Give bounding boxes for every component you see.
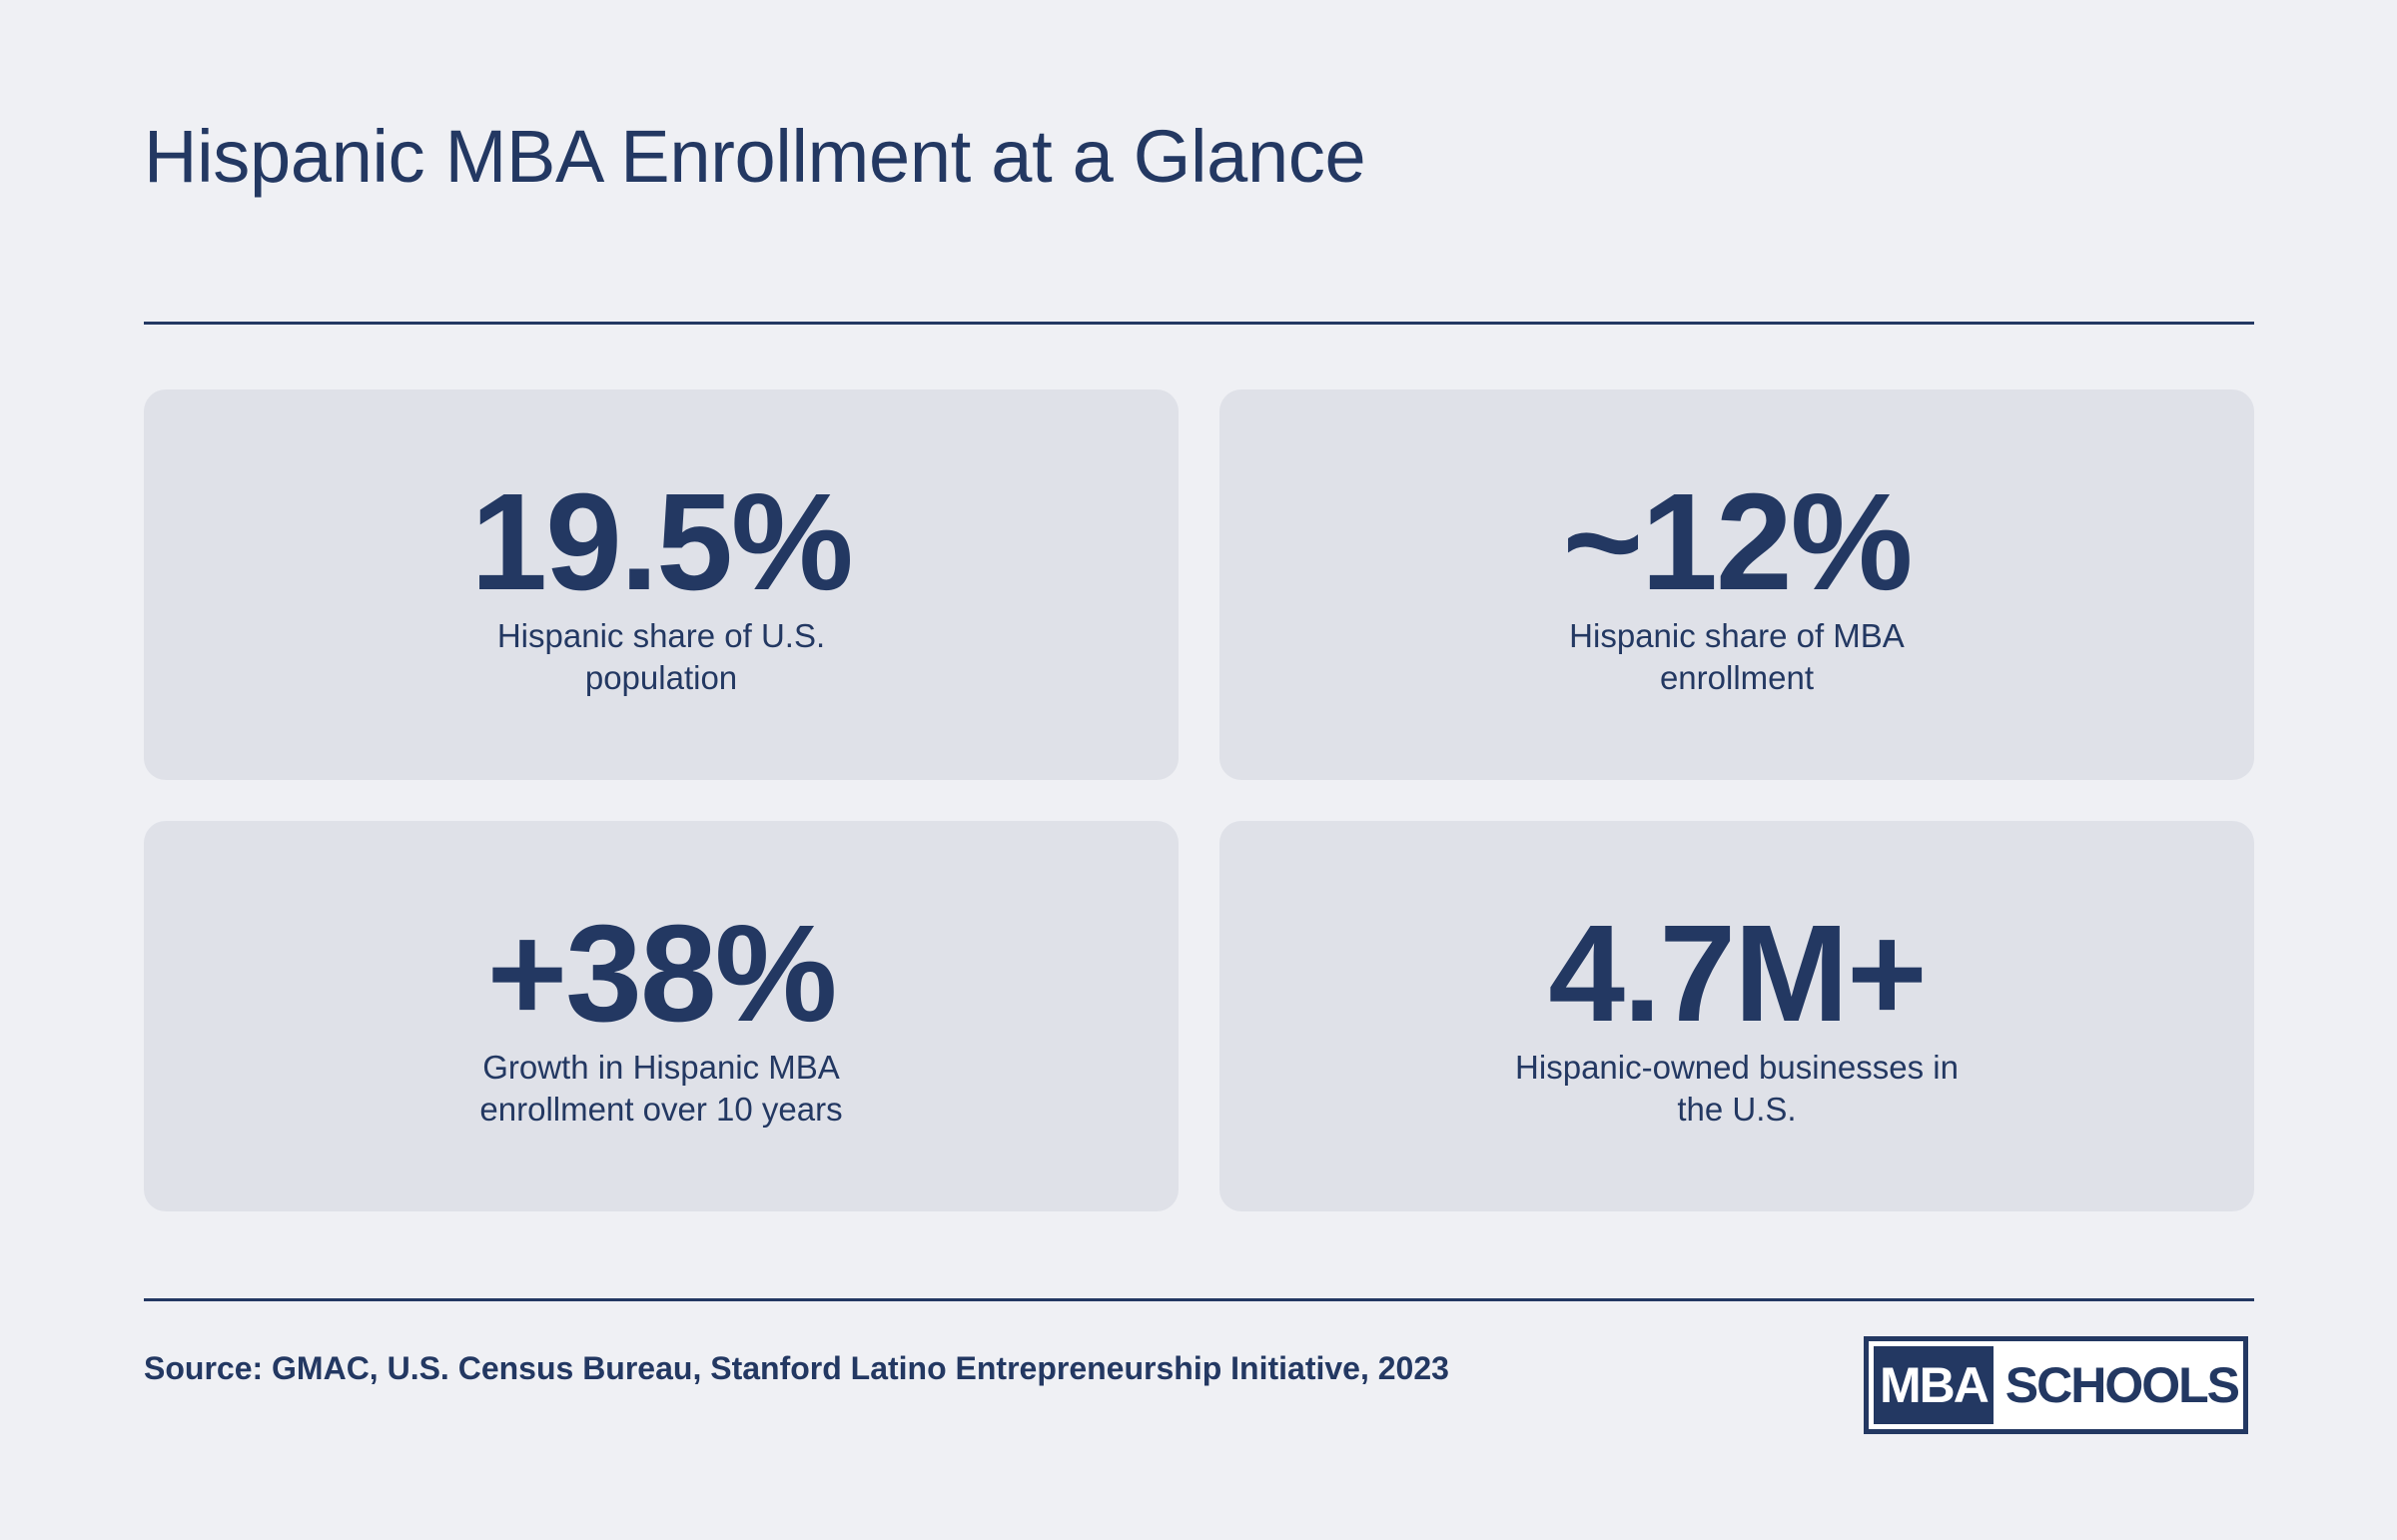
stat-card-growth: +38% Growth in Hispanic MBA enrollment o…	[144, 821, 1179, 1211]
stat-label: Growth in Hispanic MBA enrollment over 1…	[479, 1048, 843, 1128]
top-divider	[144, 322, 2254, 325]
stat-label: Hispanic share of MBA enrollment	[1569, 616, 1905, 696]
stat-value: 19.5%	[470, 464, 853, 619]
stat-label: Hispanic-owned businesses in the U.S.	[1515, 1048, 1959, 1128]
stat-card-mba-share: ~12% Hispanic share of MBA enrollment	[1219, 389, 2254, 780]
source-note: Source: GMAC, U.S. Census Bureau, Stanfo…	[144, 1350, 1449, 1386]
page-title: Hispanic MBA Enrollment at a Glance	[144, 115, 1366, 198]
stat-label: Hispanic share of U.S. population	[496, 616, 826, 696]
bottom-divider	[144, 1298, 2254, 1301]
stats-grid: 19.5% Hispanic share of U.S. population …	[144, 389, 2254, 1211]
logo-mba-text: MBA	[1874, 1346, 1994, 1424]
stat-card-businesses: 4.7M+ Hispanic-owned businesses in the U…	[1219, 821, 2254, 1211]
stat-value: +38%	[486, 896, 838, 1051]
stat-value: ~12%	[1562, 464, 1914, 619]
stat-card-population: 19.5% Hispanic share of U.S. population	[144, 389, 1179, 780]
stat-value: 4.7M+	[1548, 896, 1927, 1051]
logo-schools-text: SCHOOLS	[2004, 1357, 2240, 1413]
mba-schools-logo: MBA SCHOOLS	[1864, 1336, 2248, 1434]
